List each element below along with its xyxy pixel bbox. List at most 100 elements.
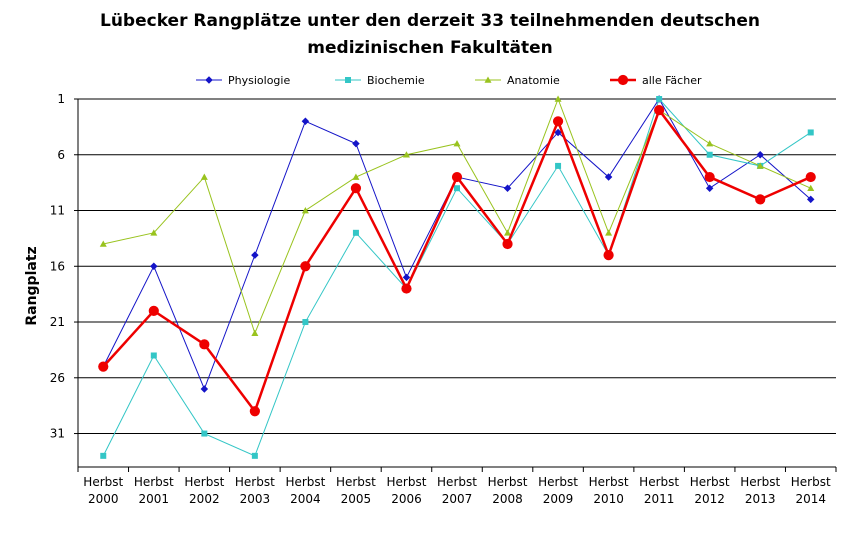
x-tick-label-line: 2008 — [492, 492, 523, 506]
data-point-anatomie — [756, 162, 764, 169]
data-point-physiologie — [402, 273, 411, 282]
data-point-alle-f-cher — [603, 250, 614, 261]
x-tick-label-line: 2001 — [139, 492, 170, 506]
x-tick-label-line: 2000 — [88, 492, 119, 506]
x-tick-label-line: 2009 — [543, 492, 574, 506]
legend-label-alle-f-cher: alle Fächer — [642, 74, 702, 87]
x-tick-label-line: 2006 — [391, 492, 422, 506]
series-layer — [98, 95, 816, 459]
x-tick-label-line: Herbst — [387, 475, 427, 489]
legend-marker-anatomie — [484, 76, 492, 83]
x-tick-label-line: Herbst — [285, 475, 325, 489]
x-tick-label-line: Herbst — [740, 475, 780, 489]
x-tick-label-line: 2002 — [189, 492, 220, 506]
data-point-physiologie — [251, 251, 259, 259]
x-tick-label: Herbst 2011 — [639, 475, 679, 506]
y-tick-label: 1 — [57, 92, 65, 106]
x-axis-ticks: Herbst 2000 Herbst 2001 Herbst 2002 Herbst 2003… — [77, 467, 837, 506]
data-point-biochemie — [302, 319, 309, 326]
x-tick-label-line: Herbst — [437, 475, 477, 489]
y-tick-label: 11 — [50, 204, 65, 218]
data-point-physiologie — [352, 139, 360, 148]
x-tick-label-line: Herbst — [589, 475, 629, 489]
data-point-anatomie — [706, 140, 714, 147]
data-point-alle-f-cher — [704, 171, 715, 183]
data-point-physiologie — [301, 117, 310, 126]
x-tick-label: Herbst 2006 — [387, 475, 427, 506]
y-tick-label: 16 — [50, 259, 65, 273]
x-tick-label: Herbst 2003 — [235, 475, 275, 506]
data-point-biochemie — [555, 162, 562, 169]
x-tick-label: Herbst 2008 — [488, 475, 528, 506]
legend-item-alle-f-cher: alle Fächer — [610, 74, 702, 87]
y-tick-label: 21 — [50, 315, 65, 329]
data-point-biochemie — [807, 129, 814, 136]
legend-marker-physiologie — [205, 76, 213, 84]
data-point-alle-f-cher — [805, 171, 816, 183]
chart-title-line-2: medizinischen Fakultäten — [307, 38, 552, 58]
data-point-physiologie — [806, 195, 815, 204]
y-tick-label: 6 — [57, 148, 65, 162]
x-tick-label: Herbst 2002 — [184, 475, 224, 506]
x-tick-label-line: 2014 — [795, 492, 826, 506]
legend-label-biochemie: Biochemie — [367, 74, 425, 87]
data-point-alle-f-cher — [451, 171, 463, 183]
data-point-alle-f-cher — [755, 194, 766, 205]
x-tick-label-line: 2003 — [240, 492, 271, 506]
data-point-biochemie — [352, 229, 359, 236]
series-alle-f-cher — [98, 105, 816, 417]
data-point-anatomie — [504, 229, 512, 236]
x-tick-label: Herbst 2014 — [791, 475, 831, 506]
x-tick-label-line: 2010 — [593, 492, 624, 506]
legend-marker-biochemie — [345, 77, 351, 83]
data-point-biochemie — [201, 430, 208, 437]
x-tick-label-line: Herbst — [791, 475, 831, 489]
data-point-biochemie — [100, 452, 107, 459]
data-point-physiologie — [503, 184, 512, 192]
x-tick-label-line: Herbst — [336, 475, 376, 489]
data-point-biochemie — [656, 96, 663, 102]
data-point-alle-f-cher — [199, 339, 210, 350]
data-point-biochemie — [150, 352, 157, 359]
data-point-anatomie — [99, 240, 107, 247]
x-tick-label-line: Herbst — [538, 475, 578, 489]
legend-label-physiologie: Physiologie — [228, 74, 290, 87]
x-tick-label-line: 2011 — [644, 492, 675, 506]
x-tick-label: Herbst 2001 — [134, 475, 174, 506]
x-tick-label: Herbst 2004 — [285, 475, 325, 506]
data-point-alle-f-cher — [98, 361, 109, 372]
data-point-alle-f-cher — [654, 105, 665, 116]
x-tick-label: Herbst 2013 — [740, 475, 780, 506]
data-point-physiologie — [200, 385, 209, 393]
x-tick-label: Herbst 2010 — [589, 475, 629, 506]
data-point-anatomie — [150, 229, 158, 236]
data-point-anatomie — [453, 140, 461, 147]
data-point-biochemie — [706, 151, 713, 158]
data-point-alle-f-cher — [300, 261, 311, 272]
legend-label-anatomie: Anatomie — [507, 74, 560, 87]
x-tick-label-line: 2004 — [290, 492, 321, 506]
chart-title-line-1: Lübecker Rangplätze unter den derzeit 33… — [100, 11, 760, 31]
x-tick-label-line: Herbst — [134, 475, 174, 489]
data-point-alle-f-cher — [148, 305, 159, 316]
data-point-anatomie — [251, 329, 259, 336]
y-axis-label: Rangplatz — [24, 246, 40, 325]
data-point-anatomie — [200, 173, 208, 180]
x-tick-label-line: Herbst — [235, 475, 275, 489]
x-tick-label: Herbst 2007 — [437, 475, 477, 506]
data-point-anatomie — [402, 151, 410, 158]
data-point-physiologie — [604, 173, 613, 181]
data-point-physiologie — [150, 262, 158, 271]
x-tick-label-line: 2013 — [745, 492, 776, 506]
data-point-alle-f-cher — [552, 116, 564, 127]
data-point-anatomie — [605, 229, 613, 236]
legend-item-anatomie: Anatomie — [475, 74, 560, 87]
data-point-physiologie — [705, 184, 714, 192]
series-anatomie — [99, 95, 815, 336]
x-tick-label-line: Herbst — [488, 475, 528, 489]
data-point-alle-f-cher — [249, 406, 260, 417]
x-tick-label-line: 2012 — [694, 492, 725, 506]
